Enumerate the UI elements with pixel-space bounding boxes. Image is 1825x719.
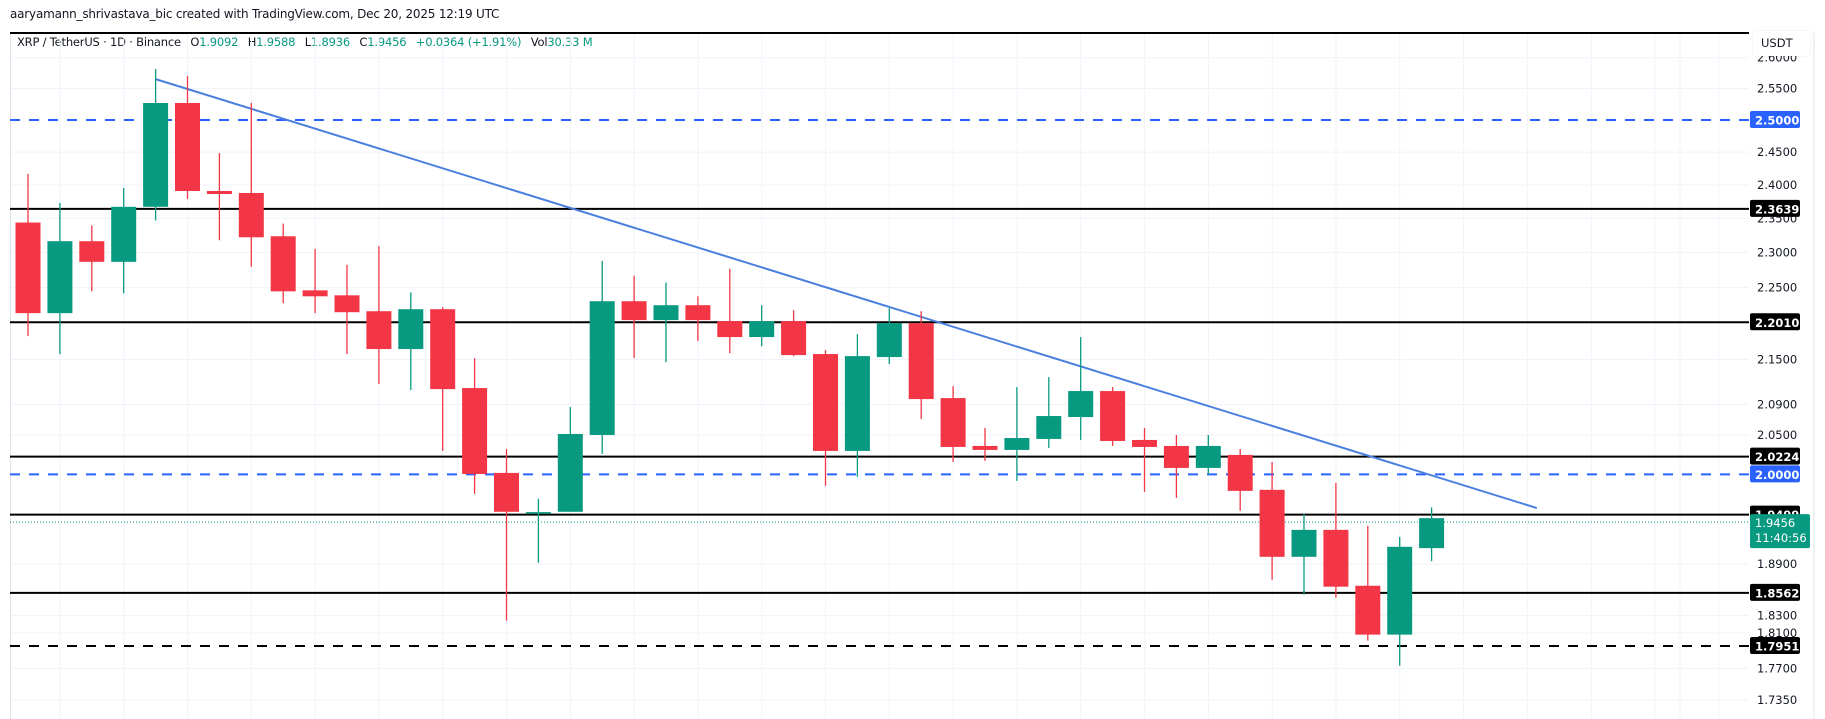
- price-level-badge-label: 2.0000: [1755, 468, 1799, 482]
- candle-body[interactable]: [1419, 518, 1445, 549]
- price-axis-tick: 2.2500: [1757, 280, 1797, 294]
- candle-body[interactable]: [1227, 454, 1253, 491]
- price-axis-tick: 2.0900: [1757, 397, 1797, 411]
- price-level-badge: [1750, 465, 1800, 483]
- open-value: 1.9092: [199, 35, 239, 49]
- candle-body[interactable]: [621, 301, 647, 321]
- candle-body[interactable]: [111, 206, 137, 262]
- high-label: H: [247, 35, 257, 49]
- chart-credit: aaryamann_shrivastava_bic created with T…: [10, 7, 500, 21]
- price-axis-tick: 1.7700: [1757, 661, 1797, 675]
- candle-body[interactable]: [494, 472, 519, 512]
- candle-body[interactable]: [685, 305, 711, 321]
- candle-body[interactable]: [1323, 529, 1349, 587]
- symbol-legend: XRP / TetherUS · 1D · Binance O1.9092 H1…: [17, 35, 593, 49]
- candle-body[interactable]: [175, 103, 200, 191]
- current-price-label: 1.9456: [1755, 516, 1795, 530]
- close-label: C: [359, 35, 368, 49]
- price-level-badge-label: 2.0224: [1755, 450, 1799, 464]
- open-label: O: [190, 35, 200, 49]
- candle-body[interactable]: [1291, 529, 1317, 557]
- candle-body[interactable]: [781, 321, 807, 356]
- symbol-title[interactable]: XRP / TetherUS · 1D · Binance: [17, 35, 181, 49]
- price-axis-tick: 1.8300: [1757, 608, 1797, 622]
- price-axis-tick: 2.5500: [1757, 82, 1797, 96]
- price-axis-tick: 1.7350: [1757, 693, 1797, 707]
- candle-body[interactable]: [15, 222, 41, 314]
- candle-body[interactable]: [47, 241, 73, 314]
- price-level-badge: [1750, 111, 1800, 128]
- price-level-badge: [1750, 583, 1800, 601]
- candle-body[interactable]: [1100, 391, 1126, 441]
- candle-body[interactable]: [366, 311, 392, 350]
- high-value: 1.9588: [256, 35, 296, 49]
- candle-body[interactable]: [1132, 439, 1157, 447]
- candle-body[interactable]: [1036, 416, 1062, 439]
- price-level-badge-label: 2.3639: [1755, 202, 1799, 216]
- candle-body[interactable]: [589, 301, 615, 435]
- price-axis-tick: 1.8900: [1757, 557, 1797, 571]
- candle-body[interactable]: [876, 323, 902, 358]
- change-value: +0.0364 (+1.91%): [415, 35, 522, 49]
- price-level-badge-label: 1.8562: [1755, 586, 1799, 600]
- candle-body[interactable]: [302, 290, 328, 297]
- price-level-badge-label: 2.5000: [1755, 114, 1799, 128]
- candle-body[interactable]: [270, 236, 296, 292]
- price-level-badge: [1750, 636, 1800, 654]
- candle-body[interactable]: [430, 309, 456, 390]
- candle-body[interactable]: [972, 445, 998, 450]
- candle-body[interactable]: [1068, 391, 1094, 418]
- candle-body[interactable]: [398, 309, 424, 350]
- candle-body[interactable]: [1163, 445, 1189, 468]
- candle-body[interactable]: [1355, 585, 1381, 635]
- candle-body[interactable]: [79, 241, 105, 262]
- candle-body[interactable]: [1259, 489, 1285, 557]
- low-label: L: [304, 35, 311, 49]
- candle-body[interactable]: [238, 192, 264, 238]
- candle-body[interactable]: [462, 388, 488, 474]
- candle-body[interactable]: [1387, 546, 1413, 635]
- current-price-badge: [1750, 514, 1810, 549]
- candle-body[interactable]: [1195, 445, 1221, 468]
- candle-body[interactable]: [334, 295, 360, 313]
- candle-body[interactable]: [206, 190, 232, 194]
- candle-body[interactable]: [844, 356, 870, 451]
- candle-body[interactable]: [908, 323, 934, 400]
- price-axis-tick: 2.4000: [1757, 178, 1797, 192]
- price-level-badge: [1750, 447, 1800, 465]
- candle-body[interactable]: [940, 398, 966, 447]
- price-axis-tick: 2.1500: [1757, 353, 1797, 367]
- candle-body[interactable]: [525, 512, 551, 514]
- candle-body[interactable]: [749, 321, 775, 338]
- countdown-label: 11:40:56: [1755, 531, 1807, 545]
- trendline[interactable]: [155, 78, 1538, 510]
- price-level-badge: [1750, 313, 1800, 331]
- candle-body[interactable]: [1004, 438, 1030, 450]
- volume-label: Vol: [530, 35, 548, 49]
- currency-button[interactable]: USDT: [1753, 31, 1810, 56]
- price-level-badge-label: 1.7951: [1755, 639, 1799, 653]
- candle-body[interactable]: [813, 354, 838, 451]
- price-level-badge: [1750, 199, 1800, 217]
- close-value: 1.9456: [367, 35, 407, 49]
- candle-body[interactable]: [717, 321, 743, 338]
- candle-body[interactable]: [143, 103, 169, 207]
- price-axis-tick: 1.8100: [1757, 626, 1797, 640]
- price-axis-tick: 2.4500: [1757, 145, 1797, 159]
- candle-body[interactable]: [557, 433, 583, 512]
- price-axis-tick: 2.3000: [1757, 245, 1797, 259]
- price-level-badge-label: 2.2010: [1755, 316, 1799, 330]
- price-axis-tick: 2.0500: [1757, 428, 1797, 442]
- candle-body[interactable]: [653, 305, 679, 321]
- low-value: 1.8936: [310, 35, 350, 49]
